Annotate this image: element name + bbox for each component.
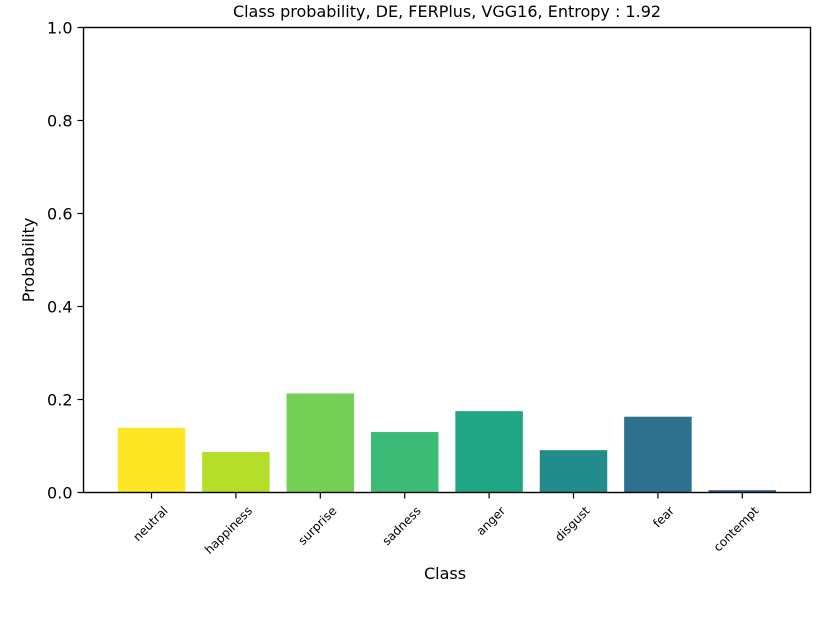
y-axis-ticks: 0.0 0.2 0.4 0.6 0.8 1.0 xyxy=(47,19,84,503)
bars-group xyxy=(117,393,777,493)
bar-happiness xyxy=(202,452,270,493)
y-tick-label: 0.8 xyxy=(47,112,72,131)
y-tick-label: 1.0 xyxy=(47,19,72,38)
bar-sadness xyxy=(370,432,439,493)
y-tick-label: 0.6 xyxy=(47,205,72,224)
bar-contempt xyxy=(708,490,777,493)
chart-title: Class probability, DE, FERPlus, VGG16, E… xyxy=(233,2,661,21)
x-axis-title: Class xyxy=(424,564,466,583)
bar-neutral xyxy=(117,427,186,493)
y-tick-label: 0.0 xyxy=(47,484,72,503)
y-axis-title: Probability xyxy=(19,218,38,303)
plot-frame xyxy=(82,26,812,494)
bar-disgust xyxy=(539,450,608,493)
bar-fear xyxy=(624,416,692,493)
bar-anger xyxy=(455,411,523,493)
y-tick-label: 0.4 xyxy=(47,298,72,317)
bar-surprise xyxy=(286,393,355,493)
y-tick-label: 0.2 xyxy=(47,391,72,410)
